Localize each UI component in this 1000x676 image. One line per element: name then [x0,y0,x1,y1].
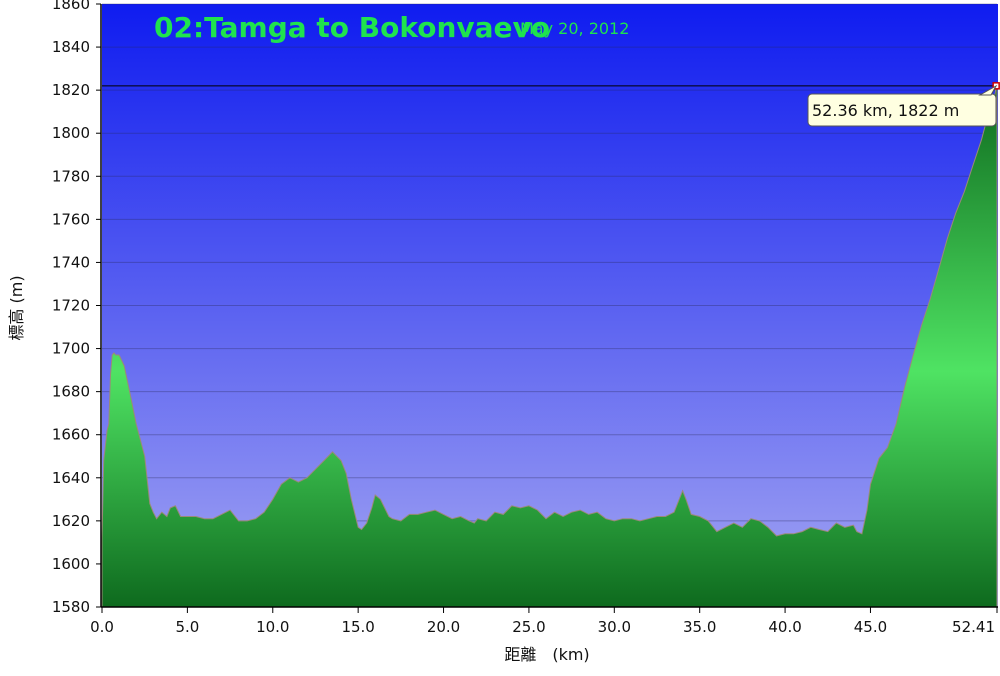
chart-subtitle: May 20, 2012 [520,19,629,38]
x-tick-label: 40.0 [768,618,801,636]
y-tick-label: 1680 [52,383,90,401]
x-tick-label: 45.0 [854,618,887,636]
x-tick-label: 0.0 [90,618,114,636]
tooltip: 52.36 km, 1822 m [807,84,998,127]
x-tick-label: 5.0 [175,618,199,636]
y-tick-label: 1860 [52,0,90,13]
x-tick-label: 20.0 [427,618,460,636]
y-axis-title: 標高 (m) [7,275,26,340]
x-tick-label: 25.0 [512,618,545,636]
x-tick-label: 52.41 [952,618,995,636]
y-tick-label: 1760 [52,210,90,228]
grid [102,3,997,565]
y-tick-label: 1740 [52,253,90,271]
tooltip-text: 52.36 km, 1822 m [812,101,959,120]
x-axis-title: 距離 (km) [504,645,589,664]
x-tick-label: 10.0 [256,618,289,636]
y-tick-label: 1640 [52,469,90,487]
tooltip-box [807,93,997,127]
y-tick-label: 1620 [52,512,90,530]
x-tick-label: 35.0 [683,618,716,636]
x-axis: 0.0 5.0 10.0 15.0 20.0 25.0 30.0 35.0 40.0 45.0 52… [90,607,998,636]
chart-title: 02:Tamga to Bokonvaevo [154,11,550,44]
y-tick-label: 1840 [52,38,90,56]
y-tick-label: 1600 [52,555,90,573]
elevation-area [101,83,998,608]
y-axis: 1580 1600 1620 1640 1660 1680 1700 1720 1740 1760… [52,0,101,616]
tooltip-pointer [978,84,998,96]
y-tick-label: 1820 [52,81,90,99]
y-tick-label: 1720 [52,297,90,315]
y-tick-label: 1800 [52,124,90,142]
y-tick-label: 1580 [52,598,90,616]
y-tick-label: 1660 [52,426,90,444]
x-tick-label: 30.0 [598,618,631,636]
y-tick-label: 1780 [52,167,90,185]
y-tick-label: 1700 [52,340,90,358]
x-tick-label: 15.0 [341,618,374,636]
